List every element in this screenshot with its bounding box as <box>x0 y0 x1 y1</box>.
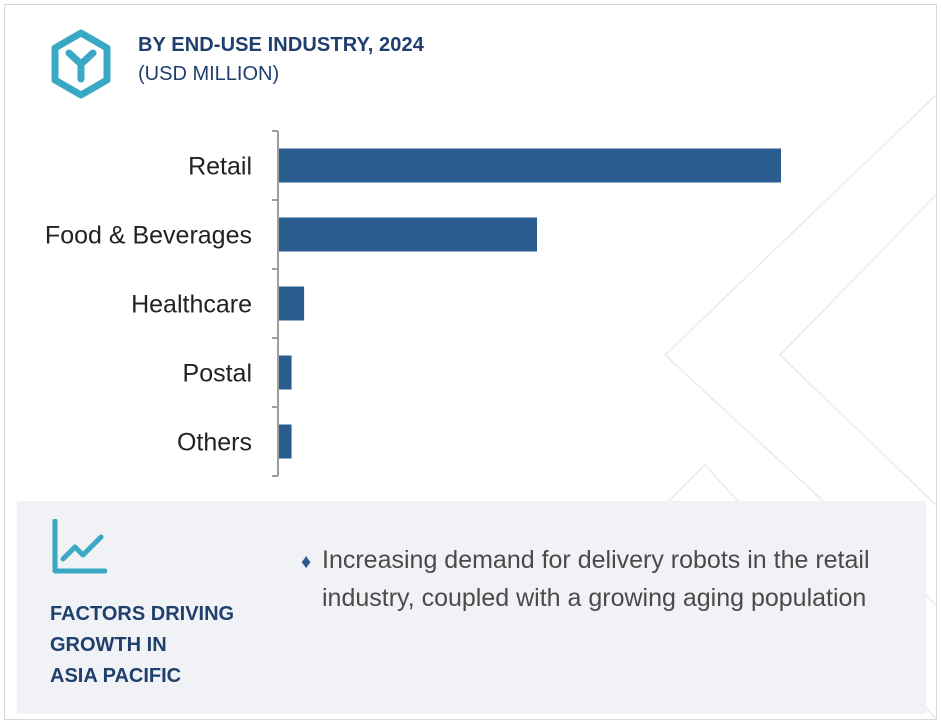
chart-subtitle: (USD MILLION) <box>138 63 280 85</box>
factors-panel: FACTORS DRIVING GROWTH IN ASIA PACIFIC ♦… <box>17 501 926 714</box>
bar <box>279 286 305 321</box>
hexagon-y-icon <box>51 29 111 99</box>
bar <box>279 424 292 459</box>
category-label: Food & Beverages <box>45 222 252 250</box>
diamond-bullet-icon: ♦ <box>301 551 312 573</box>
bar <box>279 148 781 183</box>
bar <box>279 217 538 252</box>
category-label: Retail <box>188 153 252 181</box>
category-label: Others <box>177 429 252 457</box>
category-label: Healthcare <box>131 291 252 319</box>
factors-heading: FACTORS DRIVING GROWTH IN ASIA PACIFIC <box>50 599 310 692</box>
factors-heading-line: GROWTH IN <box>50 634 167 656</box>
bar <box>279 355 292 390</box>
factor-item: Increasing demand for delivery robots in… <box>322 546 870 612</box>
report-card: BY END-USE INDUSTRY, 2024 (USD MILLION) … <box>4 4 937 720</box>
chart-title: BY END-USE INDUSTRY, 2024 <box>138 34 424 56</box>
factors-heading-line: ASIA PACIFIC <box>50 665 182 687</box>
bar-chart: Retail Food & Beverages Healthcare Postal Ot… <box>45 130 781 477</box>
line-chart-trend-icon <box>52 519 107 574</box>
category-label: Postal <box>183 360 252 388</box>
factors-heading-line: FACTORS DRIVING <box>50 603 235 625</box>
